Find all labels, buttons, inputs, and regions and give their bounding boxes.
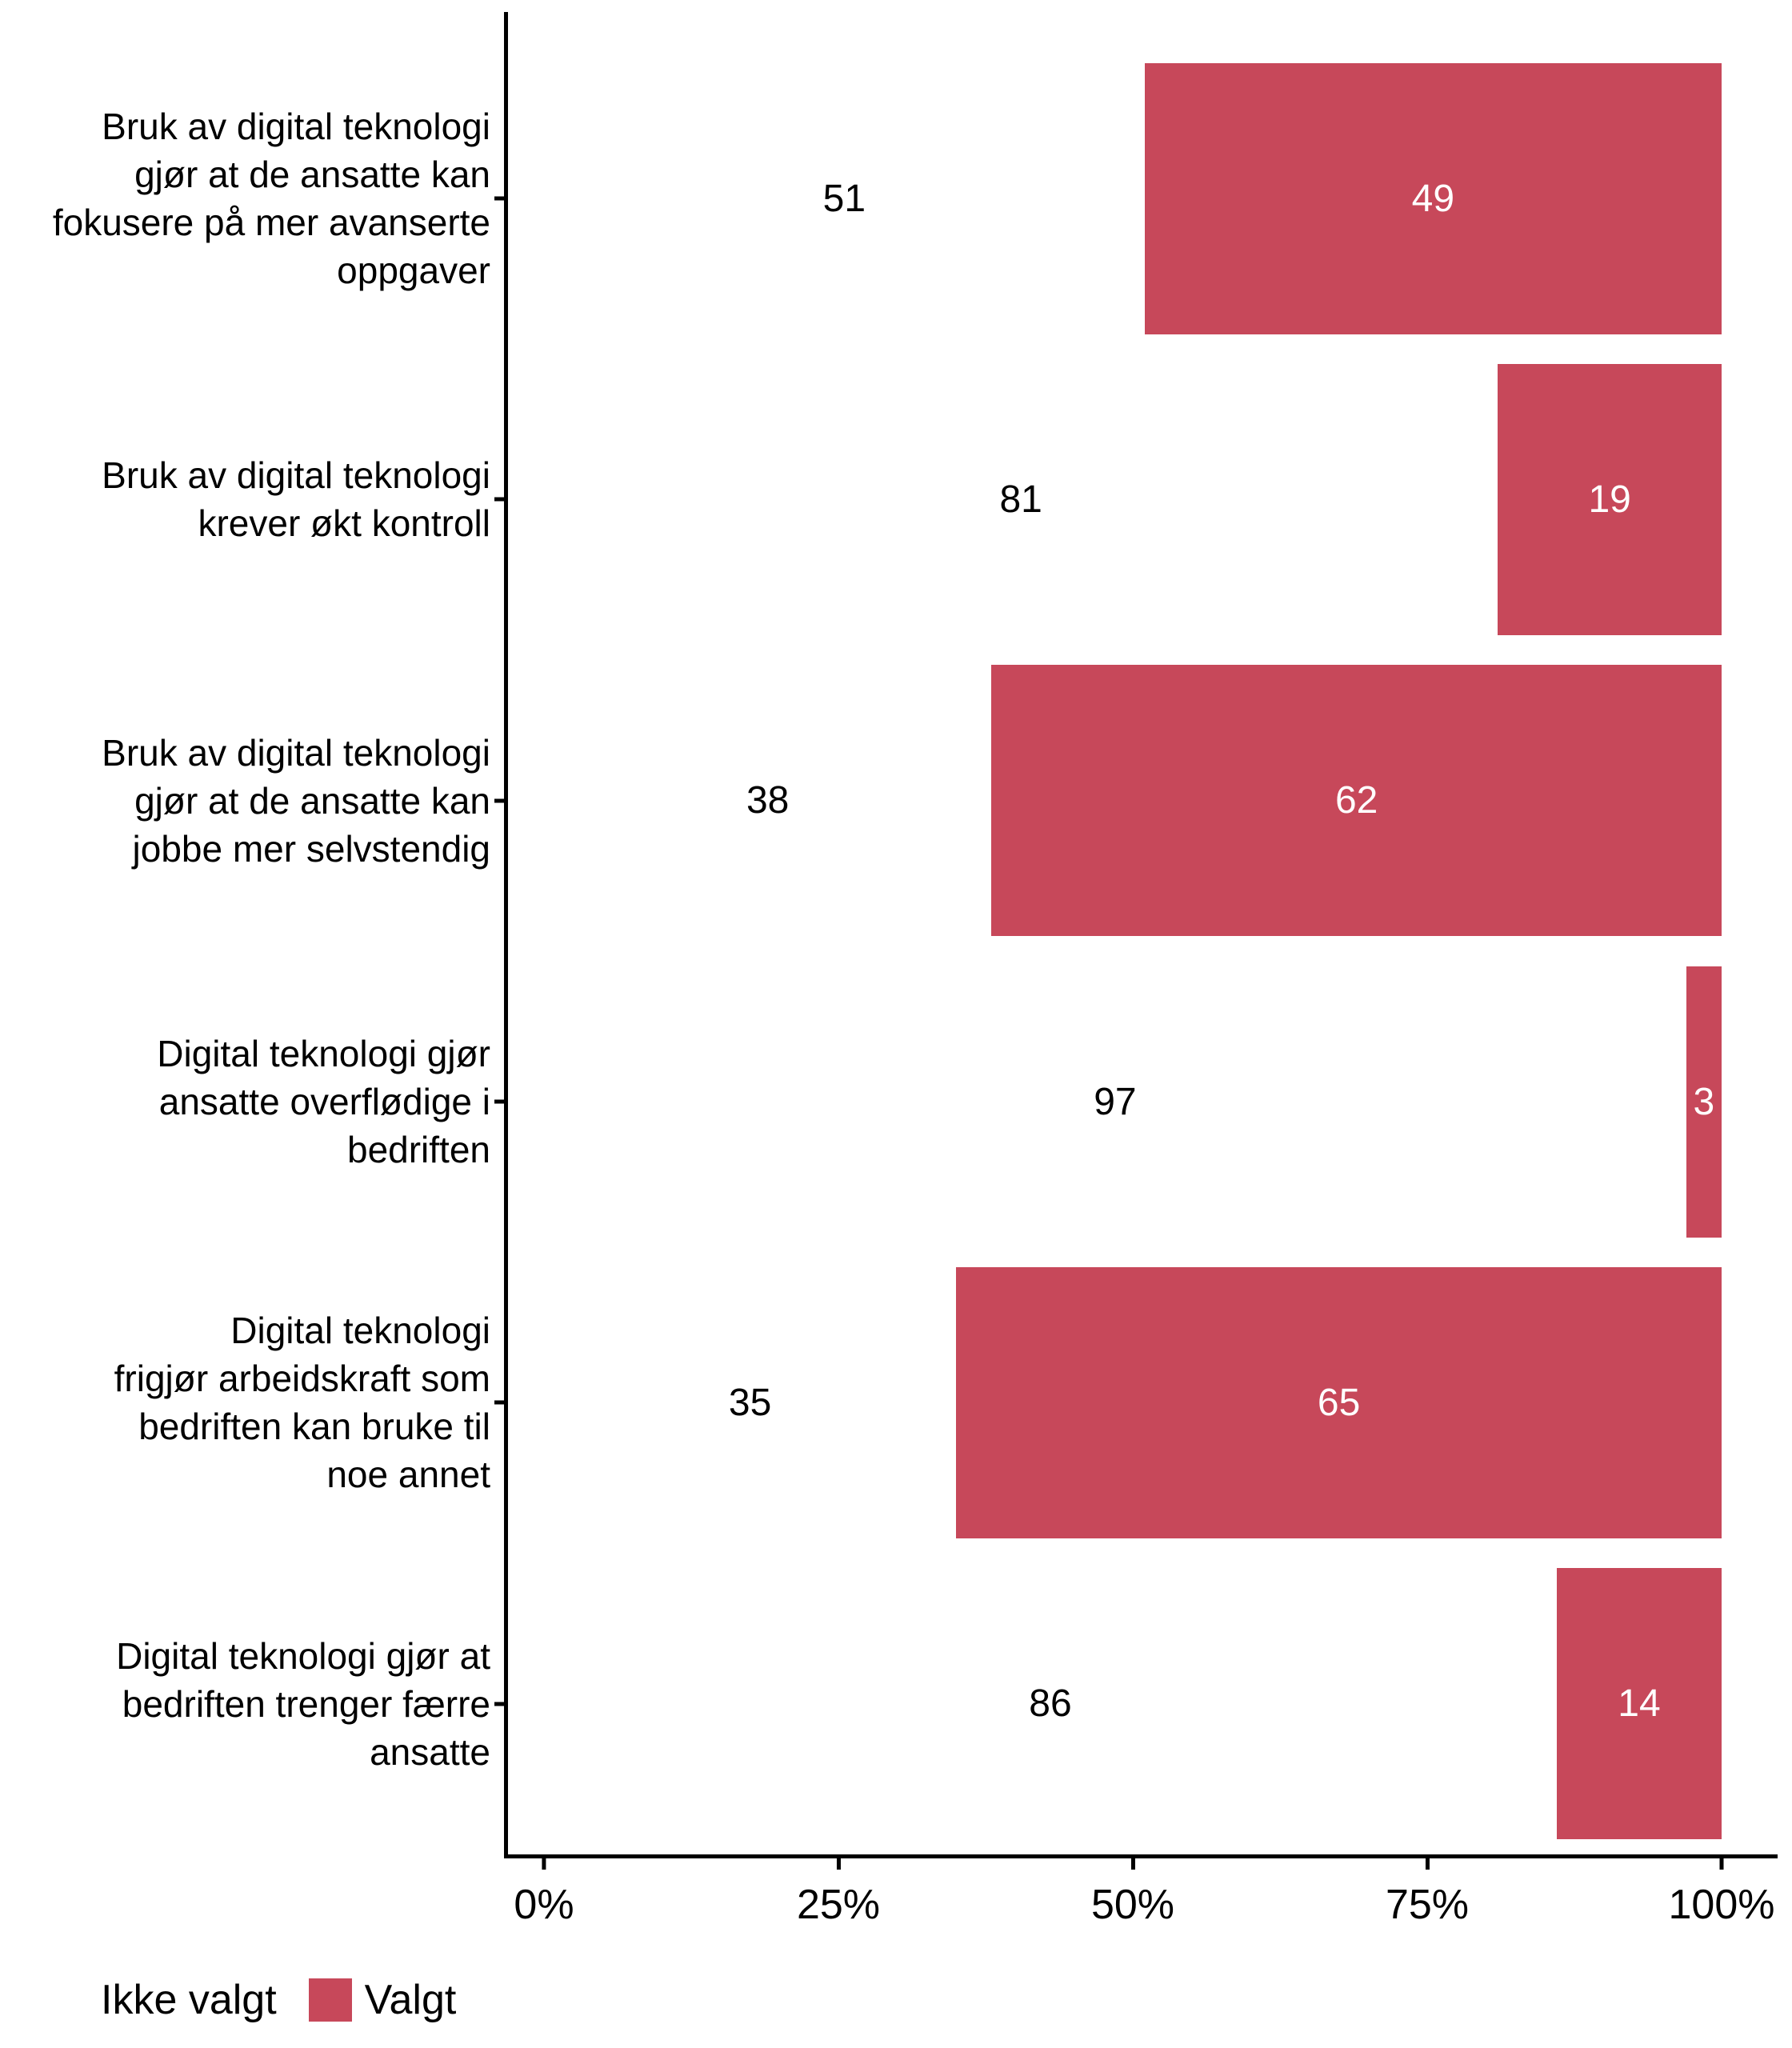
y-axis-tick — [494, 798, 505, 803]
bar: 38 62 — [544, 665, 1722, 937]
bar-segment-ikke-valgt: 97 — [544, 966, 1686, 1238]
bar-segment-valgt: 3 — [1686, 966, 1722, 1238]
y-axis-tick — [494, 196, 505, 201]
x-axis-tick-group: 25% — [797, 1858, 880, 1929]
bar-track: 81 19 — [494, 349, 1778, 650]
legend-key-valgt — [308, 1978, 352, 2022]
x-axis-tick — [1130, 1858, 1135, 1870]
x-axis-tick — [542, 1858, 546, 1870]
bar-value-ikke-valgt: 38 — [746, 779, 790, 822]
bar-segment-ikke-valgt: 35 — [544, 1267, 957, 1538]
bar-segment-valgt: 49 — [1144, 62, 1722, 334]
x-axis-tick-group: 100% — [1669, 1858, 1775, 1929]
x-axis-tick-label: 0% — [514, 1882, 574, 1928]
bar-row: Bruk av digital teknologi krever økt kon… — [0, 349, 1778, 650]
legend-label-ikke-valgt: Ikke valgt — [101, 1977, 277, 2023]
bar-track: 86 14 — [494, 1554, 1778, 1854]
bar-value-valgt: 19 — [1588, 478, 1631, 521]
bar-row: Digital teknologi gjør ansatte overflødi… — [0, 951, 1778, 1252]
x-axis-tick-group: 50% — [1091, 1858, 1174, 1929]
bar-segment-ikke-valgt: 86 — [544, 1568, 1557, 1840]
bar-segment-ikke-valgt: 51 — [544, 62, 1145, 334]
x-axis-tick-group: 75% — [1386, 1858, 1469, 1929]
legend-label-valgt: Valgt — [364, 1977, 457, 2023]
bar-value-ikke-valgt: 51 — [822, 177, 866, 220]
bar: 81 19 — [544, 364, 1722, 635]
category-label: Bruk av digital teknologi gjør at de ans… — [102, 731, 490, 870]
bar-value-valgt: 62 — [1334, 779, 1378, 822]
bar-value-valgt: 14 — [1618, 1682, 1661, 1726]
y-axis-line — [504, 12, 508, 1858]
bar-segment-valgt: 14 — [1556, 1568, 1722, 1840]
x-axis-tick — [836, 1858, 841, 1870]
x-axis-tick-label: 50% — [1090, 1882, 1175, 1928]
y-axis-tick — [494, 1702, 505, 1706]
x-axis-tick — [1719, 1858, 1724, 1870]
bar-value-ikke-valgt: 97 — [1094, 1080, 1137, 1123]
category-label: Digital teknologi gjør ansatte overflødi… — [157, 1033, 490, 1171]
x-axis-tick-group: 0% — [514, 1858, 574, 1929]
bar-track: 97 3 — [494, 951, 1778, 1252]
category-label: Digital teknologi gjør at bedriften tren… — [116, 1634, 490, 1773]
category-label: Bruk av digital teknologi krever økt kon… — [102, 454, 490, 545]
legend: Ikke valgt Valgt — [45, 1964, 456, 2036]
bar: 97 3 — [544, 966, 1722, 1238]
bar-value-valgt: 65 — [1317, 1381, 1361, 1424]
bar-segment-valgt: 62 — [991, 665, 1722, 937]
bar-segment-valgt: 19 — [1498, 364, 1722, 635]
bar: 51 49 — [544, 62, 1722, 334]
bar-row: Digital teknologi gjør at bedriften tren… — [0, 1554, 1778, 1854]
bar-track: 51 49 — [494, 48, 1778, 349]
bar-segment-ikke-valgt: 81 — [544, 364, 1498, 635]
bar-row: Bruk av digital teknologi gjør at de ans… — [0, 650, 1778, 951]
x-axis-tick — [1425, 1858, 1430, 1870]
category-label: Digital teknologi frigjør arbeidskraft s… — [114, 1310, 490, 1496]
x-axis-tick-label: 75% — [1385, 1882, 1470, 1928]
bar-value-valgt: 3 — [1693, 1080, 1715, 1123]
category-label: Bruk av digital teknologi gjør at de ans… — [52, 106, 490, 292]
y-axis-tick — [494, 1400, 505, 1405]
y-axis-tick — [494, 497, 505, 502]
bar-segment-valgt: 65 — [956, 1267, 1722, 1538]
x-axis-line — [504, 1854, 1778, 1858]
bar-row: Bruk av digital teknologi gjør at de ans… — [0, 48, 1778, 349]
y-axis-tick — [494, 1099, 505, 1104]
bar-value-valgt: 49 — [1411, 177, 1455, 220]
legend-key-ikke-valgt — [45, 1978, 88, 2022]
bar-segment-ikke-valgt: 38 — [544, 665, 992, 937]
x-axis-tick-label: 100% — [1668, 1882, 1775, 1928]
bar: 86 14 — [544, 1568, 1722, 1840]
bar-value-ikke-valgt: 81 — [999, 478, 1042, 521]
bar-rows: Bruk av digital teknologi gjør at de ans… — [0, 48, 1778, 1854]
bar-row: Digital teknologi frigjør arbeidskraft s… — [0, 1252, 1778, 1553]
bar-value-ikke-valgt: 35 — [728, 1381, 772, 1424]
x-axis-tick-label: 25% — [796, 1882, 881, 1928]
bar-track: 35 65 — [494, 1252, 1778, 1553]
bar-track: 38 62 — [494, 650, 1778, 951]
x-axis-ticks: 0% 25% 50% 75% 100% — [514, 1858, 1775, 1962]
bar-value-ikke-valgt: 86 — [1029, 1682, 1072, 1726]
bar: 35 65 — [544, 1267, 1722, 1538]
